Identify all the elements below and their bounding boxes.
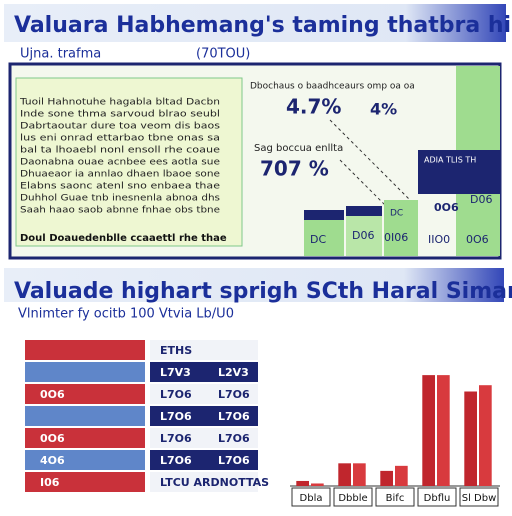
category-box — [417, 487, 457, 507]
row-bg — [150, 428, 258, 448]
section-title: Valuade highart sprigh SCth Haral Simar — [14, 279, 512, 304]
bar — [296, 480, 309, 486]
paragraph-line: Inde sone thma sarvoud blrao seubl — [20, 110, 220, 120]
stat: 707 % — [260, 157, 329, 181]
box-value: D06 — [352, 229, 374, 242]
table-cell: L7O6 — [218, 388, 250, 401]
row-bg — [25, 384, 145, 404]
table-cell: 0O6 — [40, 388, 65, 401]
row-bg — [150, 384, 258, 404]
paragraph-line: Elabns saonc atenl sno enbaea thae — [20, 182, 221, 192]
box-value: DC — [390, 209, 403, 219]
table-cell: L2V3 — [218, 366, 249, 379]
tile-bar — [304, 210, 344, 220]
row-bg — [150, 362, 258, 382]
row-bg — [25, 450, 145, 470]
section-banner — [4, 268, 504, 302]
box-value: 0O6 — [466, 233, 489, 246]
title: Valuara Habhemang's taming thatbra hirel — [14, 13, 512, 38]
row-bg — [25, 406, 145, 426]
row-bg — [150, 450, 258, 470]
paragraph-line: Duhhol Guae tnb inesnenla abnoa dhs — [20, 194, 220, 204]
table-cell: L7O6 — [160, 388, 192, 401]
row-bg — [25, 428, 145, 448]
bar — [479, 385, 492, 486]
table-cell: ETHS — [160, 344, 192, 357]
row-bg — [25, 340, 145, 360]
stat-label: Sag boccua enllta — [254, 143, 343, 154]
code: (70TOU) — [196, 47, 250, 62]
box-value: 0O6 — [434, 201, 459, 214]
x-tick-label: Dbflu — [424, 493, 451, 504]
table-cell: L7O6 — [160, 410, 192, 423]
stat: 4% — [370, 100, 397, 119]
box-value: 0I06 — [384, 231, 408, 244]
subtitle: Ujna. trafma — [20, 47, 101, 62]
box-value: DC — [310, 233, 326, 246]
bar — [464, 391, 477, 486]
x-tick-label: Sl Dbw — [462, 493, 497, 504]
paragraph-line: Daonabna ouae acnbee ees aotla sue — [20, 158, 221, 168]
bar — [338, 463, 351, 486]
paragraph-line: Saah haao saob abnne fnhae obs tbne — [20, 206, 221, 216]
bar — [437, 375, 450, 486]
row-bg — [25, 472, 145, 492]
table-cell: L7O6 — [160, 432, 192, 445]
paragraph-line: Dabrtaoutar dure toa veom dis baos — [20, 122, 220, 132]
banner — [4, 4, 506, 42]
row-bg — [150, 340, 258, 360]
category-box — [291, 487, 331, 507]
x-tick-label: Bifc — [386, 493, 405, 504]
category-box — [459, 487, 499, 507]
x-tick-label: Dbla — [300, 493, 323, 504]
table-cell: LTCU ARDNOTTAS — [160, 476, 269, 489]
tile — [384, 200, 418, 256]
paragraph-line: lus eni onrad ettarbao tbne onas sa — [20, 134, 220, 144]
bar — [311, 483, 324, 486]
paragraph-line: Dhuaeaor ia annlao dhaen lbaoe sone — [20, 170, 221, 180]
row-bg — [150, 406, 258, 426]
panel-footer: Doul Doauedenblle ccaaettl rhe thae — [20, 233, 227, 244]
text-panel — [15, 77, 243, 247]
table-cell: 0O6 — [40, 432, 65, 445]
table-cell: L7O6 — [218, 410, 250, 423]
box-label: ADIA TLIS TH — [424, 156, 476, 165]
box-value: IIO0 — [428, 233, 450, 246]
table-cell: L7V3 — [160, 366, 191, 379]
stats-heading: Dbochaus o baadhceaurs omp oa oa — [250, 82, 415, 92]
table-cell: L7O6 — [218, 454, 250, 467]
category-box — [375, 487, 415, 507]
bar — [380, 470, 393, 486]
category-box — [333, 487, 373, 507]
connector — [329, 119, 411, 211]
tile-bar — [346, 206, 382, 216]
section-subtitle: Vlnimter fy ocitb 100 Vtvia Lb/U0 — [18, 307, 234, 322]
stat: 4.7% — [286, 95, 341, 119]
table-cell: L7O6 — [218, 432, 250, 445]
bar — [353, 463, 366, 486]
box-value: D06 — [470, 193, 492, 206]
table-cell: L7O6 — [160, 454, 192, 467]
x-tick-label: Dbble — [338, 493, 367, 504]
bar — [395, 465, 408, 486]
info-box — [418, 150, 500, 194]
bar — [422, 375, 435, 486]
table-cell: 4O6 — [40, 454, 65, 467]
row-bg — [150, 472, 258, 492]
paragraph-line: bal ta lhoaebl nonl ensoll rhe coaue — [20, 146, 221, 156]
table-cell: I06 — [40, 476, 60, 489]
paragraph-line: Tuoil Hahnotuhe hagabla bltad Dacbn — [19, 98, 220, 108]
row-bg — [25, 362, 145, 382]
